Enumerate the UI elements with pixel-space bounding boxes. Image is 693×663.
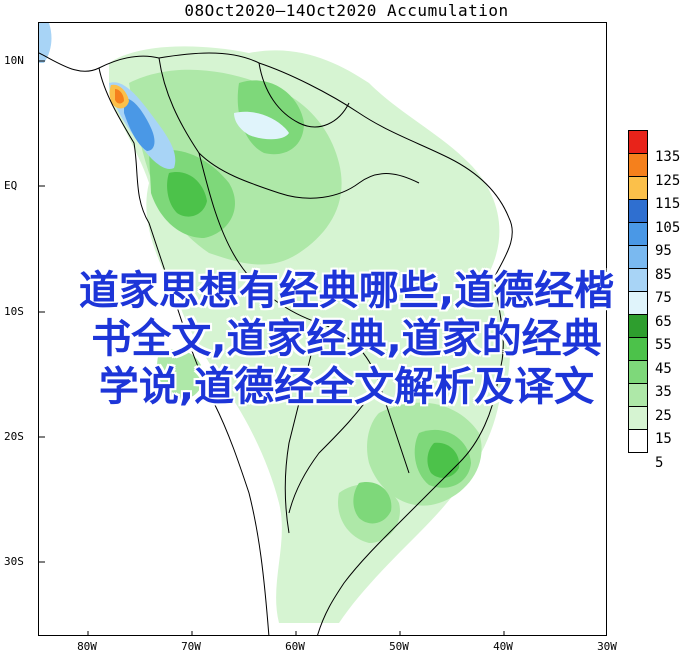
legend-value: 95 [655, 243, 672, 259]
legend-swatch [628, 429, 648, 453]
map-plot-area [38, 22, 607, 636]
map-title: 08Oct2020—14Oct2020 Accumulation [184, 1, 509, 20]
precip-orange-shades [109, 84, 129, 109]
lat-label-10s: 10S [4, 305, 24, 318]
lat-label-20s: 20S [4, 430, 24, 443]
lon-label-80w: 80W [77, 640, 97, 653]
legend-value: 135 [655, 149, 681, 165]
legend-swatch [628, 199, 648, 223]
lat-label-10n: 10N [4, 54, 24, 67]
legend-value: 35 [655, 384, 672, 400]
legend-value: 15 [655, 431, 672, 447]
overlay-text-line-2: 书全文,道家经典,道家的经典 [91, 316, 602, 362]
legend-value: 5 [655, 454, 664, 471]
legend-value: 75 [655, 290, 672, 306]
precipitation-map [39, 23, 513, 635]
lat-label-eq: EQ [4, 179, 18, 192]
legend-swatch [628, 222, 648, 246]
overlay-text-line-1: 道家思想有经典哪些,道德经楷 [78, 268, 615, 314]
lon-label-40w: 40W [493, 640, 513, 653]
legend-value: 65 [655, 313, 672, 330]
coastlines-borders [39, 52, 513, 635]
lon-label-60w: 60W [285, 640, 305, 653]
legend-value: 45 [655, 360, 672, 377]
legend-color-bar [628, 130, 650, 453]
precip-green [167, 172, 460, 478]
overlay-text-line-3: 学说,道德经全文解析及译文 [98, 364, 595, 410]
legend-swatch [628, 130, 648, 154]
lon-label-50w: 50W [389, 640, 409, 653]
lon-label-70w: 70W [181, 640, 201, 653]
legend-value: 125 [655, 172, 681, 189]
legend-value: 115 [655, 196, 681, 212]
legend-value: 25 [655, 407, 672, 424]
lon-label-30w: 30W [597, 640, 617, 653]
legend-swatch [628, 176, 648, 200]
axis-ticks [39, 60, 505, 635]
legend-value: 85 [655, 266, 672, 283]
lat-label-30s: 30S [4, 555, 24, 568]
legend-value: 105 [655, 219, 681, 236]
legend-value: 55 [655, 337, 672, 353]
legend-swatch [628, 153, 648, 177]
legend-swatch [628, 245, 648, 269]
